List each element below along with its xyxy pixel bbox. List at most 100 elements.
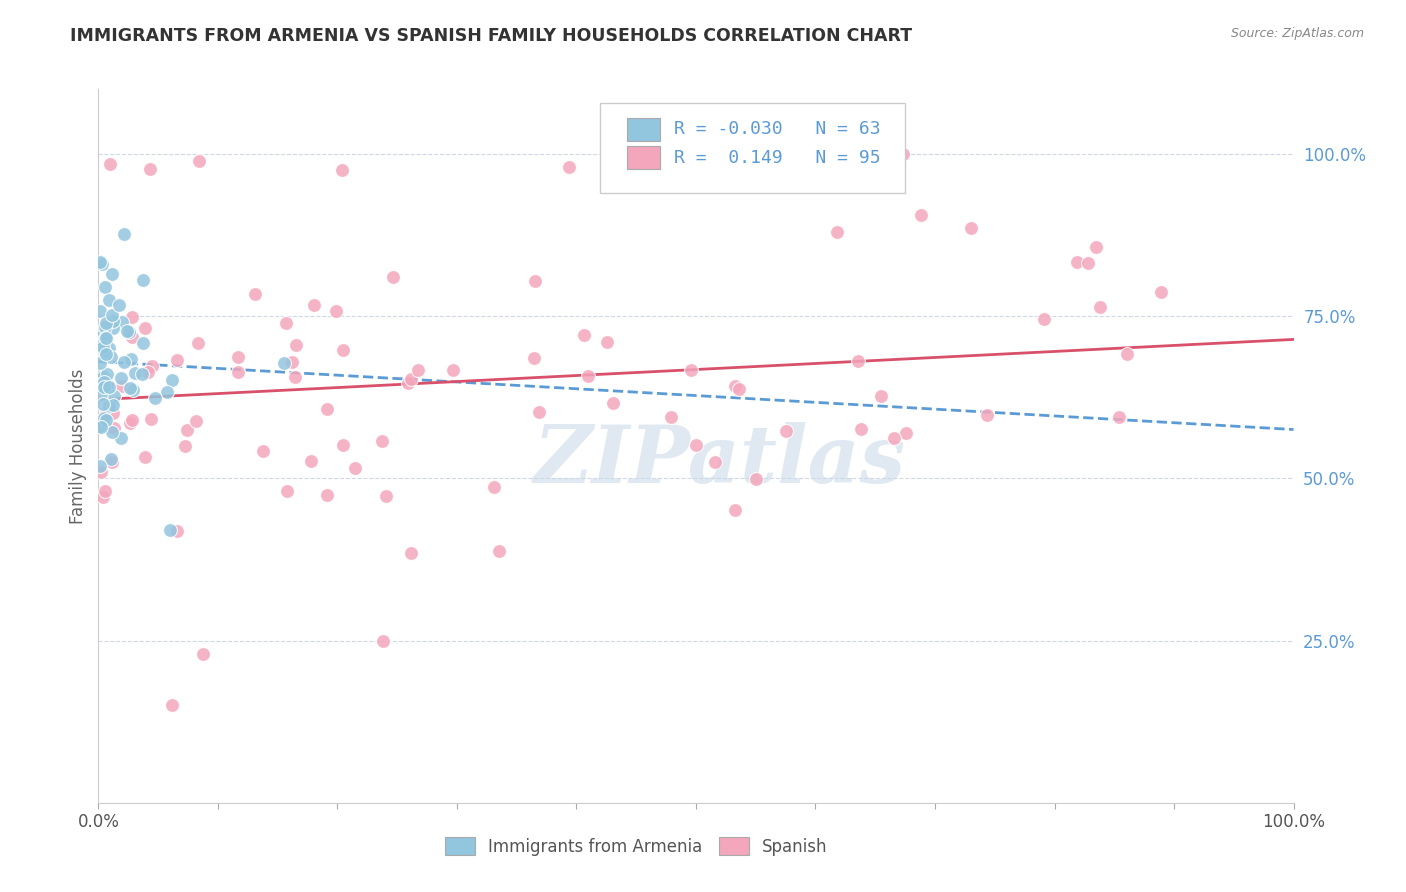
Point: [344, 461, 367, 475]
Point: [243, 287, 266, 301]
Text: IMMIGRANTS FROM ARMENIA VS SPANISH FAMILY HOUSEHOLDS CORRELATION CHART: IMMIGRANTS FROM ARMENIA VS SPANISH FAMIL…: [70, 27, 912, 45]
Point: [111, 314, 134, 328]
Point: [90, 420, 112, 434]
Point: [396, 376, 419, 391]
Point: [1150, 285, 1173, 300]
Point: [90, 387, 112, 401]
Point: [910, 208, 932, 222]
Point: [724, 503, 747, 517]
Point: [406, 363, 429, 377]
Point: [91, 370, 114, 384]
Point: [523, 351, 546, 366]
Point: [94, 331, 117, 345]
Point: [100, 452, 122, 467]
Point: [166, 524, 188, 538]
Point: [184, 414, 207, 428]
Point: [1084, 240, 1107, 254]
Point: [252, 443, 274, 458]
Point: [115, 325, 138, 339]
FancyBboxPatch shape: [627, 118, 661, 141]
Point: [134, 321, 156, 335]
Point: [118, 325, 141, 339]
Point: [93, 380, 115, 394]
Point: [527, 405, 550, 419]
Point: [399, 546, 422, 560]
Point: [1033, 312, 1056, 326]
Point: [374, 489, 396, 503]
Point: [121, 413, 143, 427]
Point: [100, 425, 122, 439]
Point: [120, 381, 142, 395]
Point: [166, 353, 188, 368]
Point: [139, 412, 162, 426]
Point: [134, 450, 156, 464]
Point: [112, 227, 135, 241]
Point: [775, 424, 797, 438]
Point: [703, 455, 725, 469]
Point: [89, 356, 111, 370]
Point: [276, 316, 298, 330]
Point: [304, 298, 326, 312]
Point: [110, 431, 132, 445]
Point: [89, 419, 111, 434]
Point: [1116, 347, 1139, 361]
Point: [273, 355, 295, 369]
Point: [90, 465, 112, 479]
Point: [121, 310, 143, 324]
Point: [373, 634, 395, 648]
Point: [332, 343, 354, 357]
Point: [90, 377, 112, 392]
Text: ZIPatlas: ZIPatlas: [534, 422, 905, 499]
Point: [96, 376, 118, 391]
Point: [883, 431, 905, 445]
Point: [728, 382, 751, 396]
Point: [122, 383, 145, 397]
Point: [100, 309, 122, 323]
Point: [110, 371, 132, 385]
Point: [284, 369, 307, 384]
Point: [484, 480, 506, 494]
Point: [191, 647, 214, 661]
Point: [100, 267, 122, 281]
Point: [101, 455, 124, 469]
Point: [94, 331, 117, 345]
Point: [576, 368, 599, 383]
Point: [846, 354, 869, 368]
Point: [173, 439, 195, 453]
Point: [120, 352, 142, 367]
Y-axis label: Family Households: Family Households: [69, 368, 87, 524]
Point: [159, 524, 181, 538]
Point: [93, 410, 115, 425]
Point: [91, 397, 114, 411]
Point: [869, 389, 891, 403]
Point: [815, 150, 838, 164]
Point: [162, 373, 184, 387]
Point: [90, 334, 112, 349]
Point: [679, 363, 702, 377]
Point: [98, 380, 121, 394]
Point: [124, 367, 146, 381]
Point: [107, 298, 129, 312]
Point: [602, 396, 624, 410]
Point: [98, 293, 121, 308]
Point: [91, 491, 114, 505]
Point: [976, 408, 998, 422]
Point: [226, 350, 249, 364]
Point: [284, 338, 307, 352]
Point: [131, 367, 153, 381]
Point: [111, 379, 134, 393]
Point: [100, 350, 122, 364]
Text: R =  0.149   N = 95: R = 0.149 N = 95: [675, 149, 882, 167]
Point: [891, 147, 914, 161]
Point: [1066, 254, 1088, 268]
Text: R = -0.030   N = 63: R = -0.030 N = 63: [675, 120, 882, 138]
Point: [143, 391, 166, 405]
Legend: Immigrants from Armenia, Spanish: Immigrants from Armenia, Spanish: [439, 830, 834, 863]
Point: [596, 335, 619, 350]
Point: [960, 220, 983, 235]
FancyBboxPatch shape: [627, 146, 661, 169]
Point: [744, 472, 766, 486]
Point: [315, 402, 337, 417]
Point: [299, 454, 322, 468]
Point: [325, 304, 347, 318]
